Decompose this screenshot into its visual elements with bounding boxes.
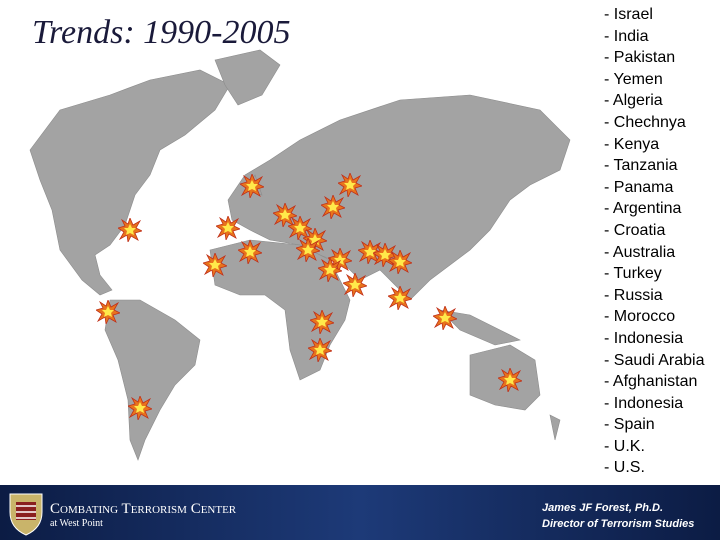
country-item: - Argentina [604,200,682,218]
attack-marker [216,216,240,240]
attack-marker [343,273,367,297]
country-item: - Chechnya [604,113,686,131]
org-subtitle: at West Point [50,518,103,529]
country-item: - Indonesia [604,394,684,412]
attack-marker [433,306,457,330]
country-item: - Spain [604,416,655,434]
slide-title: Trends: 1990-2005 [32,14,291,51]
country-item: - Afghanistan [604,373,698,391]
country-item: - Morocco [604,308,676,326]
country-item: - Algeria [604,92,663,110]
country-item: - Yemen [604,70,663,88]
country-item: - Saudi Arabia [604,351,705,369]
country-item: - Israel [604,6,653,23]
country-item: - U.K. [604,437,645,455]
country-item: - Australia [604,243,676,261]
country-item: - India [604,27,649,45]
country-item: - Croatia [604,221,666,239]
country-item: - Russia [604,286,663,304]
country-item: - Pakistan [604,49,676,67]
country-item: - Turkey [604,265,662,283]
country-item: - Indonesia [604,329,684,347]
attack-marker [388,286,412,310]
logo [9,493,43,536]
country-list: - Israel - India - Pakistan - Yemen - Algeri… [604,4,705,479]
author-role: Director of Terrorism Studies [542,518,695,530]
world-map [29,49,571,461]
footer: Combating Terrorism Center at West Point… [0,485,720,540]
country-item: - U.S. [604,459,645,477]
country-item: - Kenya [604,135,660,153]
country-item: - Panama [604,178,674,196]
author: James JF Forest, Ph.D. [542,502,664,514]
org-name: Combating Terrorism Center [50,501,237,517]
country-item: - Tanzania [604,157,678,175]
